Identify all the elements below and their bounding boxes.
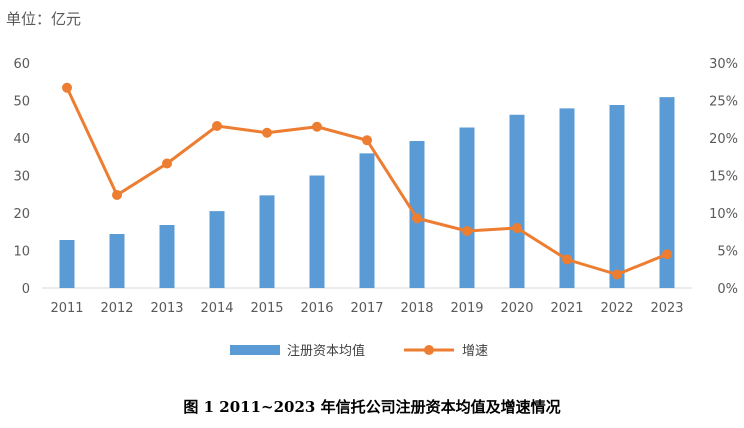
y-right-tick-label: 20% xyxy=(709,132,738,147)
growth-point xyxy=(162,158,172,169)
y-right-tick-label: 0% xyxy=(717,282,738,297)
growth-point xyxy=(512,223,522,233)
growth-point xyxy=(362,135,372,146)
y-right-tick-label: 15% xyxy=(709,170,738,185)
bar xyxy=(359,153,375,288)
y-right-tick-label: 5% xyxy=(717,245,738,260)
right-axis: 0% 5% 10% 15% 20% 25% 30% xyxy=(709,57,738,297)
x-tick-label: 2014 xyxy=(200,301,233,316)
x-tick-label: 2015 xyxy=(250,301,283,316)
bar xyxy=(559,108,575,288)
bar xyxy=(109,234,125,288)
growth-point xyxy=(562,254,572,265)
legend-line-marker xyxy=(424,345,434,355)
bar xyxy=(509,114,525,288)
y-right-tick-label: 30% xyxy=(709,57,738,72)
growth-point xyxy=(62,82,72,93)
bar xyxy=(59,240,75,288)
x-tick-label: 2023 xyxy=(650,301,683,316)
x-tick-label: 2019 xyxy=(450,301,483,316)
x-tick-label: 2011 xyxy=(50,301,83,316)
y-left-tick-label: 50 xyxy=(13,95,30,110)
growth-point xyxy=(112,190,122,200)
bar xyxy=(209,211,225,288)
line-series xyxy=(62,82,672,280)
bar xyxy=(159,225,175,288)
bar-series xyxy=(59,97,675,288)
growth-point xyxy=(662,249,672,260)
growth-point xyxy=(612,269,622,280)
growth-point xyxy=(262,127,272,138)
growth-point xyxy=(412,213,422,224)
bar xyxy=(609,105,625,288)
legend: 注册资本均值 增速 xyxy=(230,343,488,359)
chart-caption: 图 1 2011~2023 年信托公司注册资本均值及增速情况 xyxy=(183,398,560,416)
x-tick-label: 2017 xyxy=(350,301,383,316)
x-tick-label: 2018 xyxy=(400,301,433,316)
y-left-tick-label: 10 xyxy=(13,245,30,260)
bar xyxy=(459,127,475,288)
y-right-tick-label: 10% xyxy=(709,207,738,222)
bar xyxy=(309,175,325,288)
bar xyxy=(259,195,275,288)
y-left-tick-label: 60 xyxy=(13,57,30,72)
y-left-tick-label: 30 xyxy=(13,170,30,185)
x-axis: 2011 2012 2013 2014 2015 2016 2017 2018 2019 2020… xyxy=(50,301,683,316)
y-left-tick-label: 40 xyxy=(13,132,30,147)
x-tick-label: 2016 xyxy=(300,301,333,316)
x-tick-label: 2020 xyxy=(500,301,533,316)
growth-point xyxy=(462,226,472,236)
legend-line-label: 增速 xyxy=(462,344,488,359)
x-tick-label: 2021 xyxy=(550,301,583,316)
x-tick-label: 2013 xyxy=(150,301,183,316)
x-tick-label: 2022 xyxy=(600,301,633,316)
growth-point xyxy=(212,121,222,131)
y-left-tick-label: 0 xyxy=(22,282,30,297)
bar xyxy=(659,97,675,288)
x-tick-label: 2012 xyxy=(100,301,133,316)
left-axis: 0 10 20 30 40 50 60 xyxy=(13,57,30,297)
y-right-tick-label: 25% xyxy=(709,95,738,110)
unit-label: 单位：亿元 xyxy=(6,10,81,28)
legend-bar-swatch xyxy=(230,345,280,355)
growth-point xyxy=(312,121,322,132)
legend-bar-label: 注册资本均值 xyxy=(287,343,365,359)
y-left-tick-label: 20 xyxy=(13,207,30,222)
